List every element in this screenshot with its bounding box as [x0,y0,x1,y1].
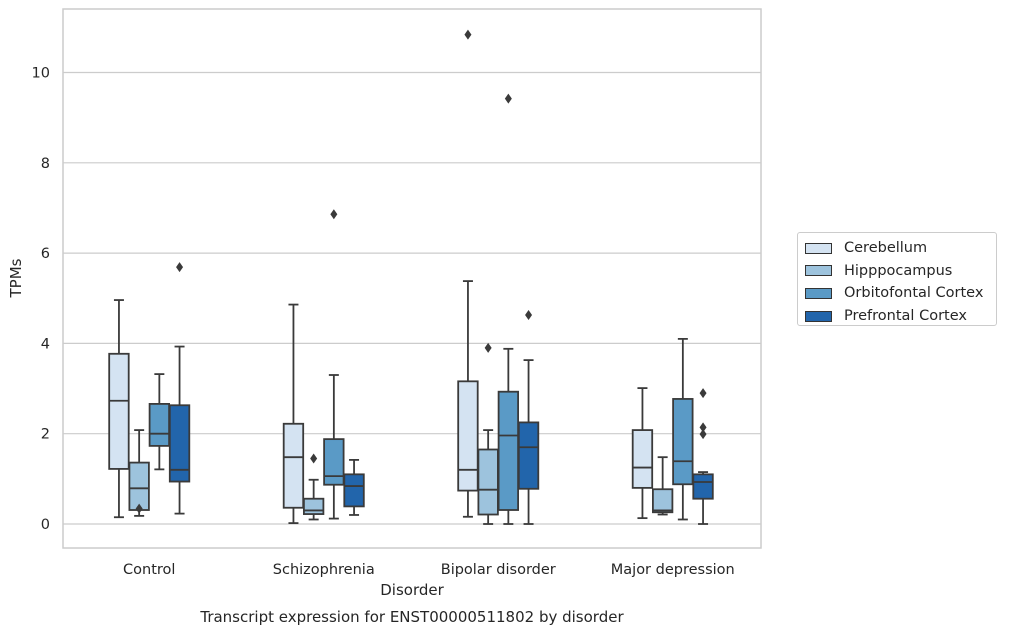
chart-title: Transcript expression for ENST0000051180… [199,608,624,626]
box-body [302,497,325,515]
x-axis-label: Disorder [380,581,444,599]
legend-swatch-hippocampus [805,265,832,277]
box-2-3 [672,337,694,521]
outlier-point [310,453,318,464]
legend-item-cerebellum: Cerebellum [805,237,996,260]
legend: Cerebellum Hipppocampus Orbitofontal Cor… [797,232,997,326]
box-1-1 [302,453,325,521]
box-3-2 [517,309,540,525]
y-tick-label: 2 [41,427,50,443]
x-tick-label: Control [123,562,175,578]
x-tick-label: Schizophrenia [273,562,375,578]
outlier-point [484,342,492,353]
box-body [282,422,305,509]
outlier-point [330,209,338,220]
y-tick-label: 6 [41,246,50,262]
outlier-point [699,429,707,440]
box-3-0 [168,262,191,515]
legend-label: Orbitofontal Cortex [844,285,984,302]
outlier-point [135,503,143,514]
legend-swatch-prefrontal-cortex [805,310,832,322]
y-tick-label: 0 [41,517,50,533]
legend-item-hippocampus: Hipppocampus [805,260,996,283]
outlier-point [464,29,472,40]
box-body [517,421,540,490]
outlier-point [525,309,533,320]
outlier-point [504,93,512,104]
box-body [343,473,365,508]
box-body [323,438,345,486]
x-tick-labels: Control Schizophrenia Bipolar disorder Majo… [123,562,735,578]
y-tick-labels: 0 2 4 6 8 10 [32,66,50,534]
box-body [477,448,499,516]
box-0-3 [631,387,654,520]
box-body [148,403,171,447]
x-tick-label: Bipolar disorder [441,562,556,578]
boxes [108,29,714,525]
box-0-2 [457,29,479,518]
box-body [497,390,520,511]
box-1-2 [477,342,499,525]
legend-item-orbitofrontal-cortex: Orbitofontal Cortex [805,282,996,305]
box-0-1 [282,303,305,524]
outlier-point [699,422,707,433]
legend-swatch-orbitofrontal-cortex [805,287,832,299]
box-2-2 [497,93,520,525]
box-0-0 [108,299,130,519]
box-body [108,352,130,470]
y-tick-label: 4 [41,336,50,352]
box-2-1 [323,209,345,520]
box-3-3 [692,388,714,525]
y-tick-label: 10 [32,66,50,82]
box-body [168,404,191,483]
box-2-0 [148,373,171,471]
y-tick-label: 8 [41,156,50,172]
box-body [128,461,150,511]
x-tick-label: Major depression [611,562,735,578]
legend-label: Prefrontal Cortex [844,308,967,325]
y-axis-label: TPMs [7,258,25,298]
outlier-point [699,388,707,399]
plot-area [62,8,762,549]
legend-item-prefrontal-cortex: Prefrontal Cortex [805,305,996,328]
outlier-point [176,262,184,273]
box-body [692,473,714,500]
box-1-0 [128,429,150,517]
legend-label: Hipppocampus [844,262,953,279]
box-body [631,429,654,489]
box-body [652,488,674,514]
legend-swatch-cerebellum [805,242,832,254]
box-1-3 [652,456,674,516]
box-body [672,398,694,486]
box-3-1 [343,458,365,516]
box-body [457,380,479,492]
legend-label: Cerebellum [844,240,928,257]
